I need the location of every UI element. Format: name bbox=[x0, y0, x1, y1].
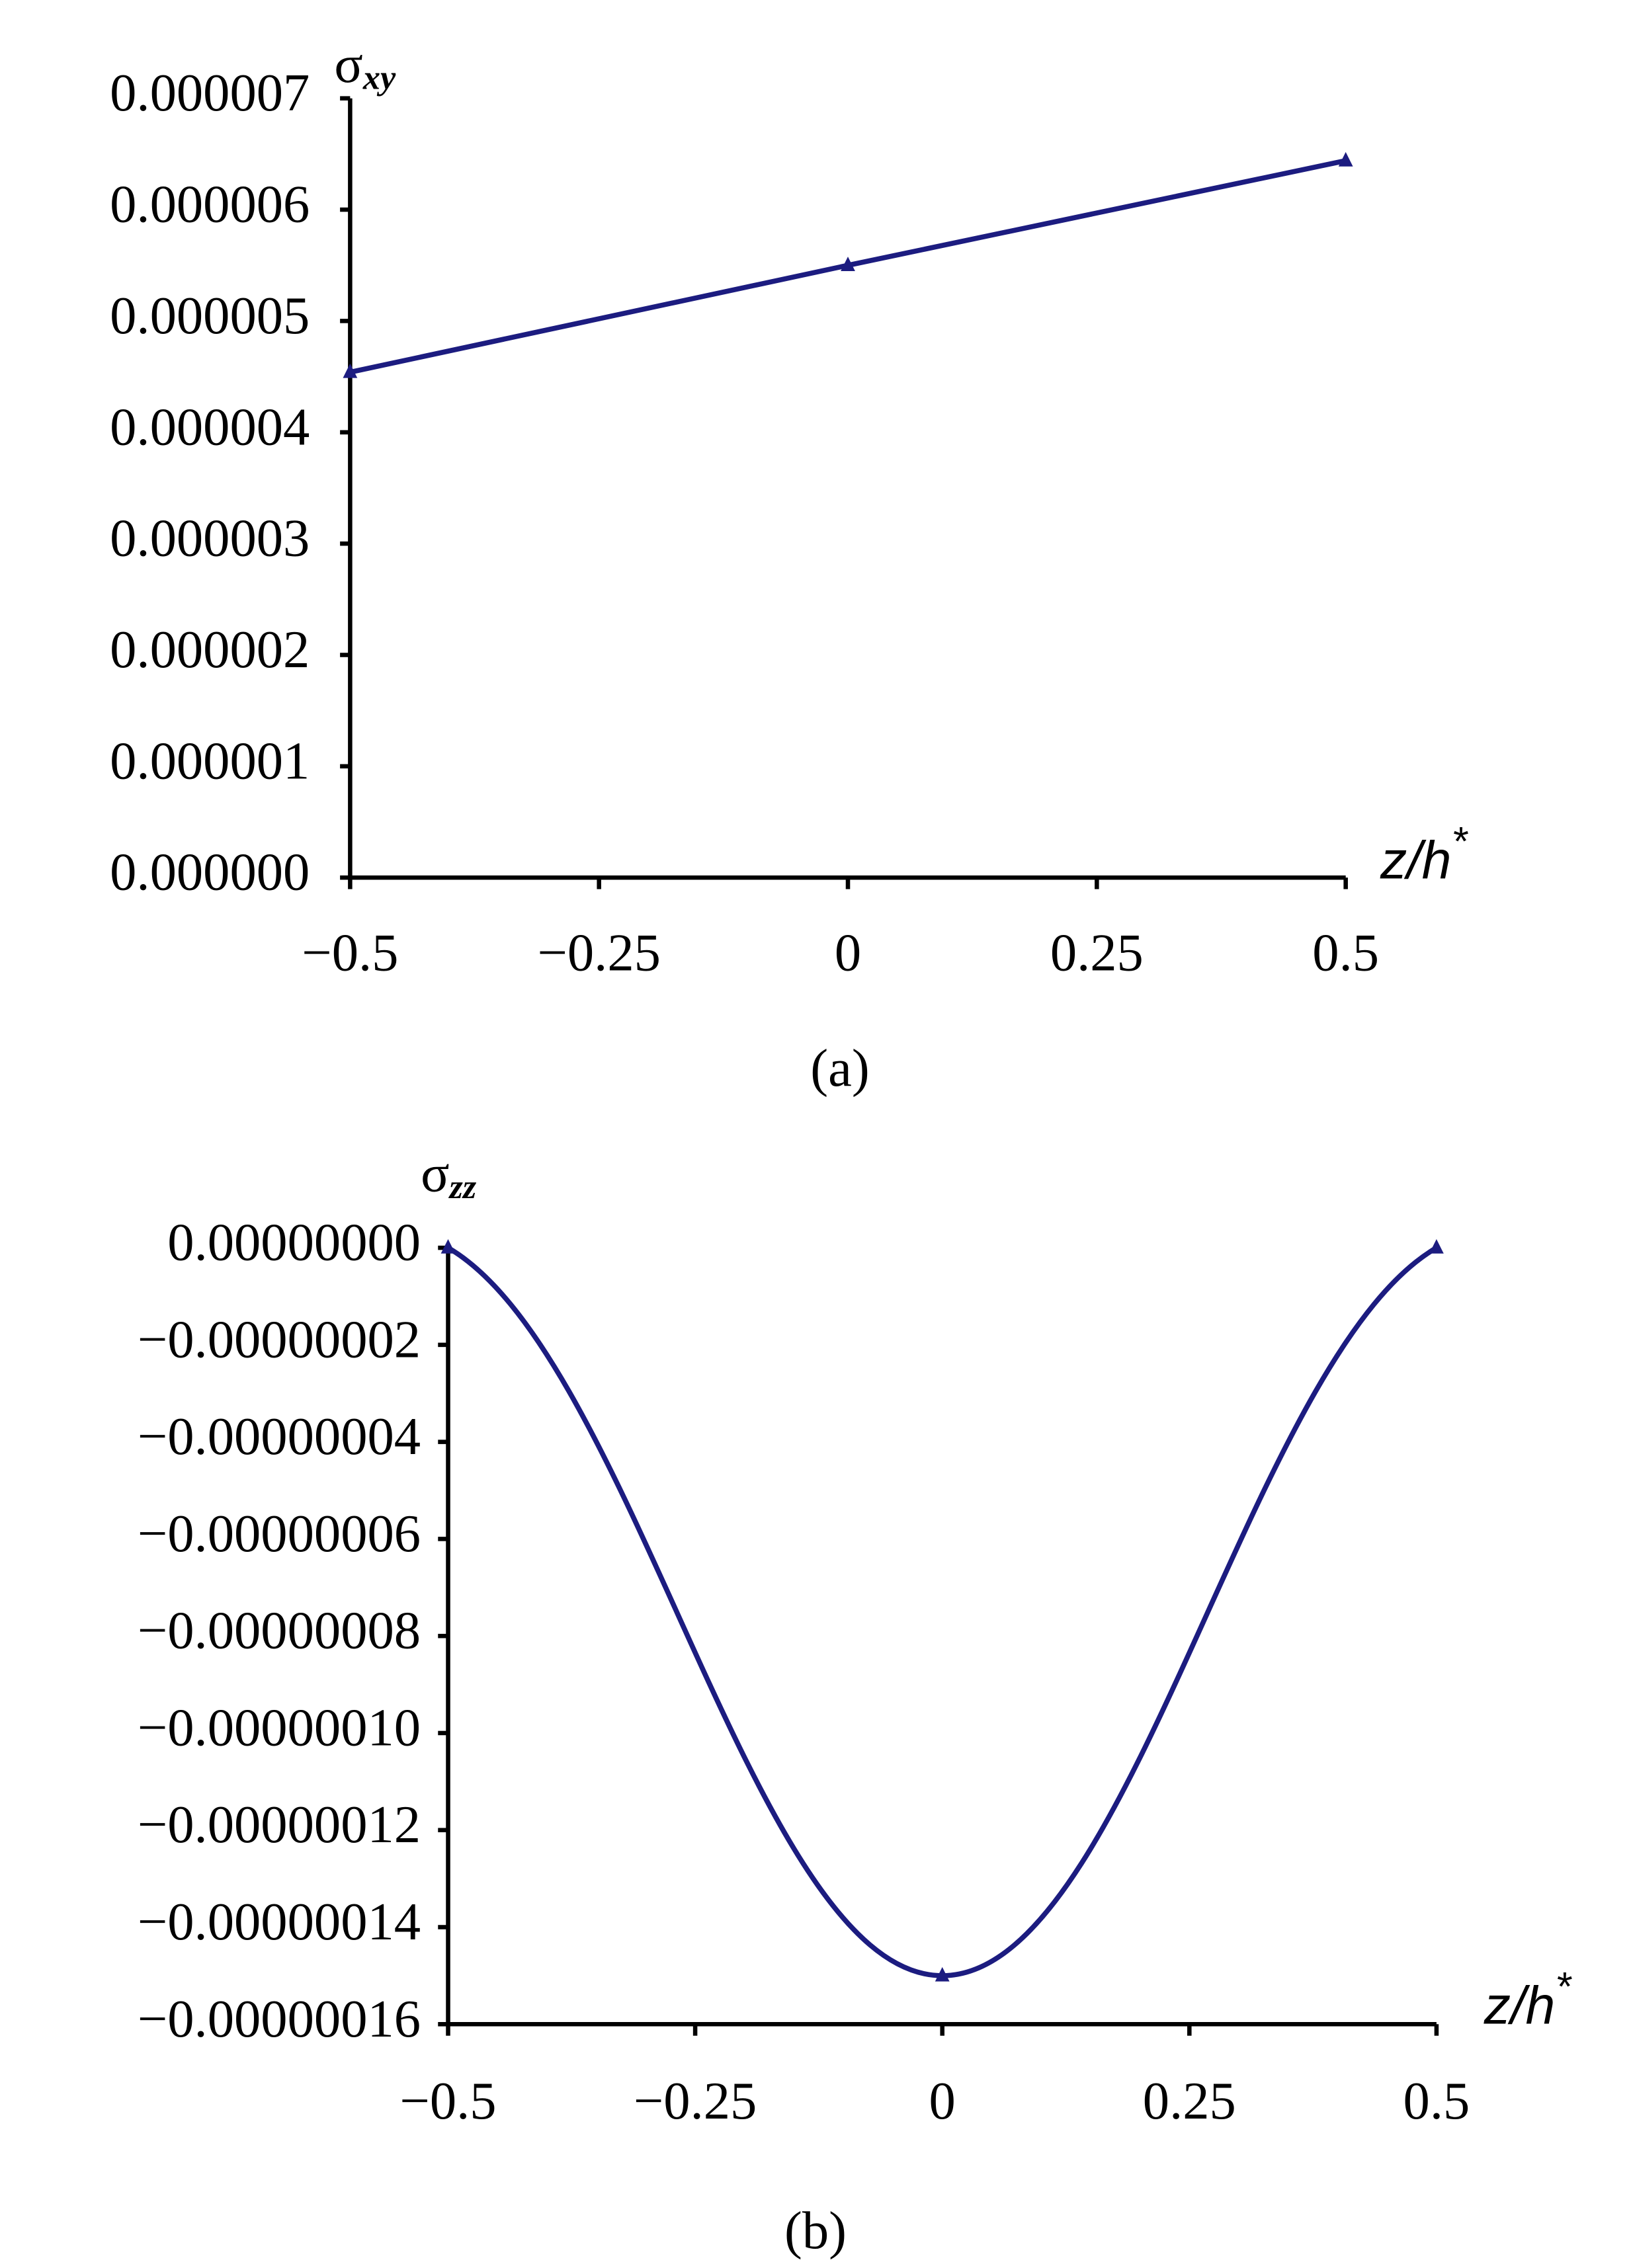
y-axis-label: σxy bbox=[334, 35, 396, 97]
y-tick-label: 0.000006 bbox=[110, 175, 310, 234]
x-tick-label: 0.5 bbox=[1312, 924, 1379, 983]
x-axis-label: z/h* bbox=[1380, 819, 1469, 891]
y-axis-label: σzz bbox=[421, 1144, 477, 1206]
y-tick-label: −0.00000010 bbox=[138, 1698, 421, 1757]
x-tick-label: −0.25 bbox=[634, 2072, 757, 2130]
x-label-main: z/h bbox=[1380, 831, 1452, 891]
caption: (a) bbox=[810, 1039, 869, 1098]
y-tick-label: 0.000005 bbox=[110, 286, 310, 345]
caption: (b) bbox=[784, 2201, 847, 2260]
data-point bbox=[841, 257, 855, 271]
x-axis-label: z/h* bbox=[1484, 1964, 1573, 2036]
data-point bbox=[935, 1966, 950, 1982]
x-tick-label: −0.25 bbox=[537, 924, 661, 983]
y-tick-label: −0.00000002 bbox=[138, 1310, 421, 1369]
chart: 0.000000 0.000001 0.000002 0.000003 0.000004… bbox=[110, 35, 1468, 1098]
x-tick-label: 0.25 bbox=[1050, 924, 1144, 983]
y-tick-label: 0.000003 bbox=[110, 509, 310, 568]
y-tick-label: 0.000001 bbox=[110, 731, 310, 790]
data-point bbox=[1338, 151, 1353, 167]
x-label-sup: * bbox=[1555, 1964, 1572, 2009]
x-tick-label: 0 bbox=[835, 924, 861, 983]
data-point bbox=[440, 1239, 456, 1254]
y-label-symbol: σ bbox=[421, 1144, 449, 1203]
x-tick-label: −0.5 bbox=[302, 924, 398, 983]
data-point bbox=[343, 363, 358, 378]
y-label-subscript: zz bbox=[448, 1168, 477, 1206]
data-point bbox=[1429, 1239, 1444, 1254]
y-tick-label: 0.000000 bbox=[110, 843, 310, 902]
y-tick-label: 0.00000000 bbox=[167, 1213, 421, 1272]
y-tick-label: −0.00000012 bbox=[138, 1795, 421, 1854]
y-tick-label: 0.000002 bbox=[110, 620, 310, 679]
y-label-symbol: σ bbox=[334, 35, 362, 94]
y-tick-label: −0.00000016 bbox=[138, 1990, 421, 2048]
y-tick-label: 0.000007 bbox=[110, 63, 310, 122]
x-tick-label: 0.5 bbox=[1403, 2072, 1470, 2130]
x-tick-label: 0 bbox=[929, 2072, 956, 2130]
y-tick-label: 0.000004 bbox=[110, 397, 310, 456]
y-tick-label: −0.00000004 bbox=[138, 1407, 421, 1466]
y-tick-label: −0.00000008 bbox=[138, 1601, 421, 1660]
y-tick-label: −0.00000014 bbox=[138, 1892, 421, 1951]
x-tick-label: −0.5 bbox=[399, 2072, 496, 2130]
y-label-subscript: xy bbox=[362, 59, 396, 97]
x-label-main: z/h bbox=[1484, 1976, 1556, 2036]
y-tick-label: −0.00000006 bbox=[138, 1504, 421, 1563]
x-tick-label: 0.25 bbox=[1143, 2072, 1236, 2130]
data-line bbox=[446, 1245, 1438, 1978]
x-label-sup: * bbox=[1451, 819, 1468, 864]
chart: 0.00000000 −0.00000002 −0.00000004 −0.00000… bbox=[138, 1144, 1572, 2260]
